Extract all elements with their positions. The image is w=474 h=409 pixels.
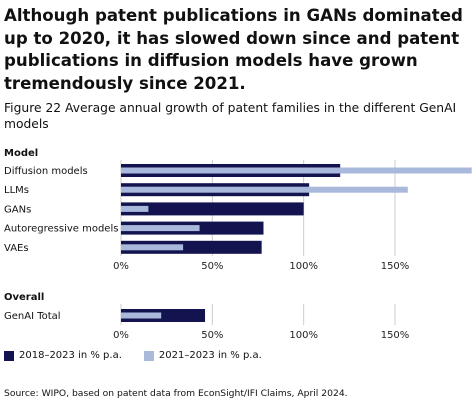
category-label: GANs — [4, 204, 31, 215]
section-label-overall: Overall — [4, 292, 45, 303]
bar-2021-2023 — [121, 244, 184, 251]
x-tick-label: 50% — [201, 261, 223, 272]
legend-swatch-2021-2023 — [143, 350, 154, 361]
bar-2021-2023 — [121, 167, 472, 174]
category-label: LLMs — [4, 185, 29, 196]
headline: Although patent publications in GANs dom… — [4, 6, 463, 93]
bar-2021-2023 — [121, 205, 149, 212]
bar-2018-2023 — [121, 240, 262, 254]
bar-2021-2023 — [121, 186, 408, 193]
legend-item-2018-2023: 2018–2023 in % p.a. — [4, 350, 122, 361]
legend-label-2021-2023: 2021–2023 in % p.a. — [158, 350, 262, 361]
category-label: VAEs — [4, 243, 29, 254]
x-tick-label: 150% — [381, 261, 410, 272]
x-tick-label: 150% — [381, 330, 410, 341]
figure-caption: Figure 22 Average annual growth of paten… — [4, 101, 457, 131]
source-note: Source: WIPO, based on patent data from … — [4, 388, 348, 399]
legend-label-2018-2023: 2018–2023 in % p.a. — [19, 350, 122, 361]
x-tick-label: 100% — [289, 330, 318, 341]
x-tick-label: 0% — [113, 261, 129, 272]
legend-swatch-2018-2023 — [4, 350, 14, 361]
x-tick-label: 50% — [201, 330, 223, 341]
category-label: GenAI Total — [4, 311, 61, 322]
bar-2018-2023 — [121, 202, 304, 216]
bar-2021-2023 — [121, 225, 200, 232]
x-tick-label: 100% — [289, 261, 318, 272]
legend-item-2021-2023: 2021–2023 in % p.a. — [143, 350, 262, 361]
legend: 2018–2023 in % p.a. 2021–2023 in % p.a. — [4, 350, 284, 361]
category-label: Autoregressive models — [4, 224, 118, 235]
category-label: Diffusion models — [4, 166, 88, 177]
bar-2021-2023 — [121, 312, 162, 319]
section-label-model: Model — [4, 148, 39, 159]
x-tick-label: 0% — [113, 330, 129, 341]
bar-2018-2023 — [121, 309, 206, 322]
